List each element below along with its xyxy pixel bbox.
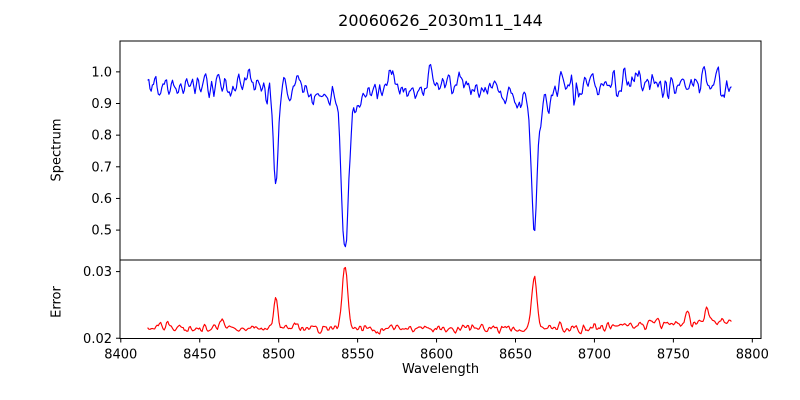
x-tick-label: 8600 <box>420 348 453 363</box>
x-axis-label: Wavelength <box>401 362 480 377</box>
y-tick-label: 0.8 <box>91 129 112 144</box>
x-tick-label: 8400 <box>104 348 137 363</box>
x-tick-label: 8700 <box>578 348 611 363</box>
x-tick-label: 8500 <box>262 348 295 363</box>
y-axis-label-spectrum: Spectrum <box>49 118 65 182</box>
x-tick-label: 8750 <box>657 348 690 363</box>
y-tick-label: 0.9 <box>91 97 112 112</box>
chart-title: 20060626_2030m11_144 <box>338 11 543 30</box>
series-line-error <box>147 266 732 335</box>
x-tick-label: 8550 <box>341 348 374 363</box>
y-tick-label: 0.6 <box>91 192 112 207</box>
y-tick-label: 0.03 <box>83 265 112 280</box>
plot-frame-error <box>119 259 762 339</box>
plot-frame-spectrum <box>119 40 762 261</box>
y-tick-label: 0.7 <box>91 160 112 175</box>
x-tick-label: 8450 <box>183 348 216 363</box>
y-tick-label: 0.5 <box>91 224 112 239</box>
series-line-spectrum <box>147 63 732 248</box>
y-tick-label: 1.0 <box>91 65 112 80</box>
x-tick-label: 8650 <box>499 348 532 363</box>
x-tick-label: 8800 <box>736 348 769 363</box>
y-tick-label: 0.02 <box>83 332 112 347</box>
y-axis-label-error: Error <box>49 286 65 318</box>
